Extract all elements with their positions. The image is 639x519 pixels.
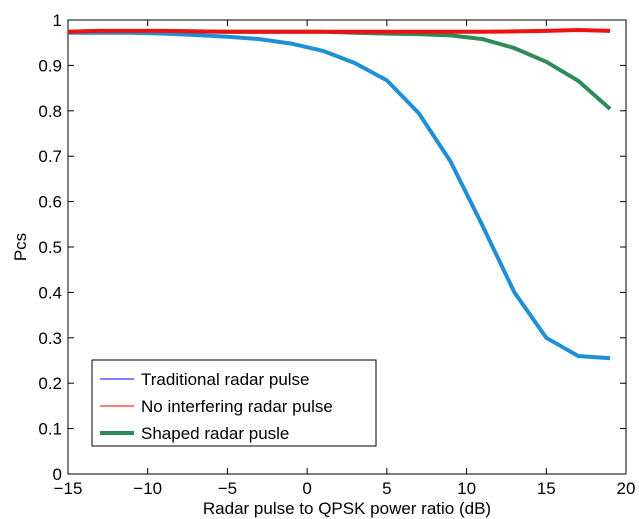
- y-tick-label: 0.4: [38, 283, 62, 302]
- series-group: [67, 28, 612, 361]
- x-tick-label: −10: [133, 479, 162, 498]
- legend-label: Traditional radar pulse: [141, 370, 310, 389]
- y-tick-label: 0: [53, 465, 62, 484]
- y-tick-label: 0.9: [38, 56, 62, 75]
- x-tick-label: 20: [617, 479, 636, 498]
- y-tick-label: 0.7: [38, 147, 62, 166]
- y-tick-label: 1: [53, 11, 62, 30]
- x-tick-label: 5: [382, 479, 391, 498]
- ticks-group: −15 −10 −5 0 5 10 15 20 0 0.1 0.2 0.3 0.4 0.5 0.6 0.7 0.…: [38, 11, 635, 498]
- legend-label: Shaped radar pusle: [141, 424, 289, 443]
- y-axis-label: Pcs: [11, 233, 30, 261]
- legend: Traditional radar pulse No interfering ra…: [91, 359, 377, 447]
- series-line-1: [67, 28, 611, 34]
- x-tick-label: 0: [302, 479, 311, 498]
- legend-items: Traditional radar pulse No interfering ra…: [100, 370, 333, 443]
- x-tick-label: 10: [457, 479, 476, 498]
- legend-box: [91, 359, 377, 447]
- y-tick-label: 0.8: [38, 102, 62, 121]
- y-tick-label: 0.5: [38, 238, 62, 257]
- y-tick-label: 0.6: [38, 193, 62, 212]
- y-tick-label: 0.3: [38, 329, 62, 348]
- legend-label: No interfering radar pulse: [141, 397, 333, 416]
- y-tick-label: 0.2: [38, 374, 62, 393]
- series-line-0: [68, 30, 611, 361]
- x-tick-label: −5: [218, 479, 237, 498]
- x-axis-label: Radar pulse to QPSK power ratio (dB): [203, 499, 491, 518]
- x-tick-label: −15: [54, 479, 83, 498]
- y-tick-label: 0.1: [38, 420, 62, 439]
- x-tick-label: 15: [537, 479, 556, 498]
